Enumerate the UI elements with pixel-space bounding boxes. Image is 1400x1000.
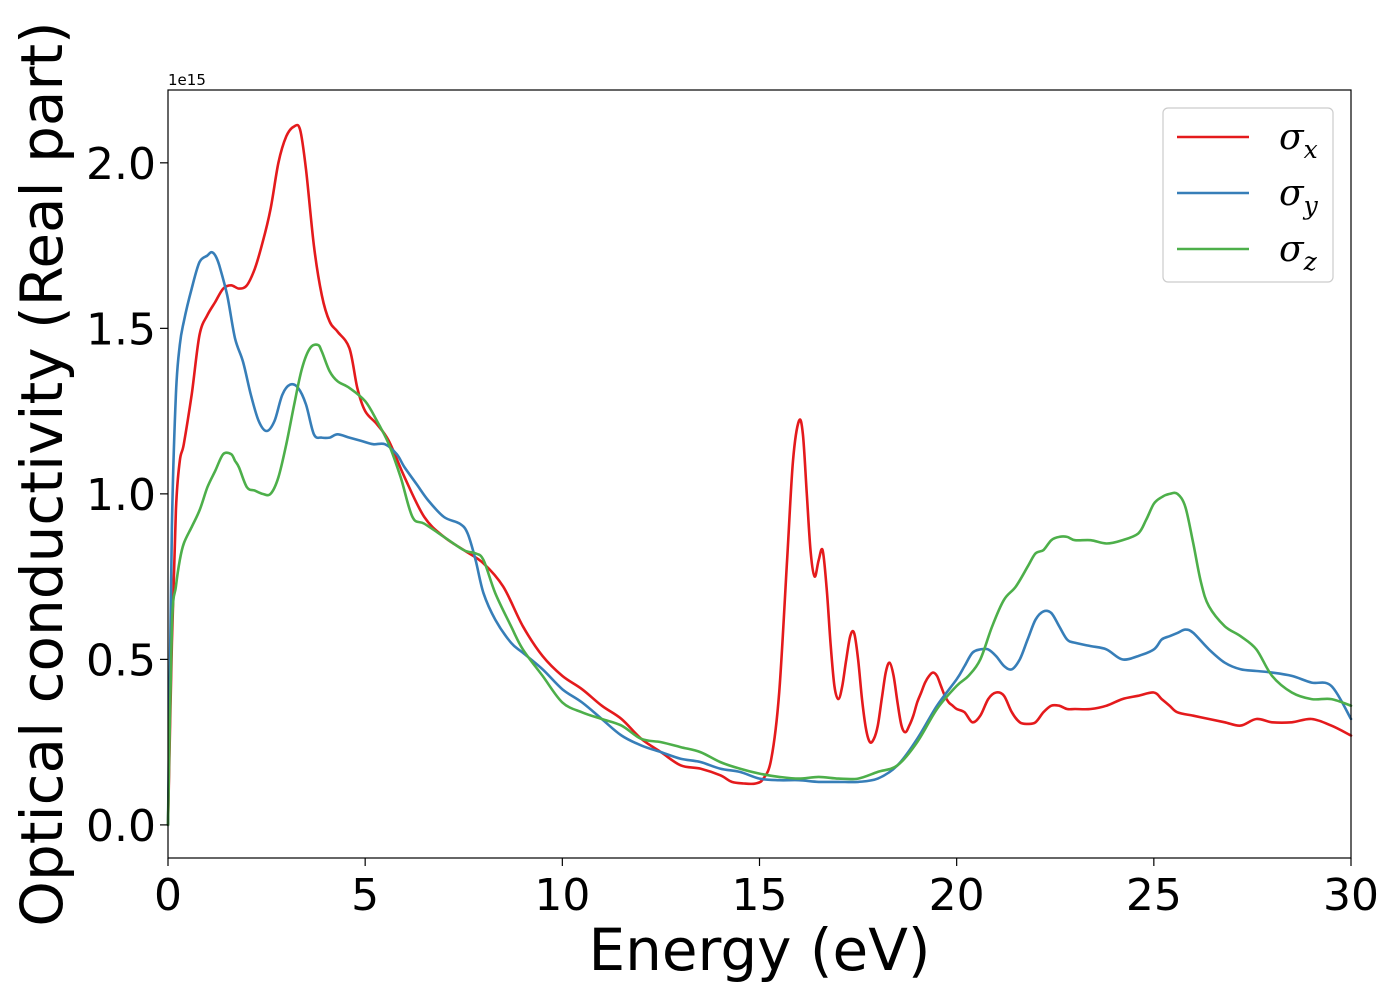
- y-tick-label: 0.5: [86, 635, 156, 686]
- y-axis-ticks: 0.0 0.5 1.0 1.5 2.0: [86, 139, 168, 852]
- series-line-y: [166, 250, 1353, 827]
- legend-box: [1162, 107, 1334, 283]
- x-axis-title: Energy (eV): [588, 916, 930, 984]
- x-tick-label: 15: [732, 870, 788, 921]
- y-tick-label: 2.0: [86, 139, 156, 190]
- x-tick-label: 0: [154, 870, 182, 921]
- x-axis-ticks: 0 5 10 15 20 25 30: [154, 858, 1379, 921]
- y-offset-label: 1e15: [168, 71, 206, 89]
- x-tick-label: 5: [351, 870, 379, 921]
- series-line-z: [166, 343, 1353, 827]
- plot-area: [168, 90, 1351, 858]
- x-tick-label: 30: [1323, 870, 1379, 921]
- y-tick-label: 1.5: [86, 304, 156, 355]
- x-tick-label: 25: [1126, 870, 1182, 921]
- x-tick-label: 10: [534, 870, 590, 921]
- y-axis-title: Optical conductivity (Real part): [8, 21, 76, 926]
- series-layer: [166, 123, 1353, 827]
- series-line-x: [166, 123, 1353, 827]
- y-tick-label: 0.0: [86, 801, 156, 852]
- y-tick-label: 1.0: [86, 470, 156, 521]
- x-tick-label: 20: [929, 870, 985, 921]
